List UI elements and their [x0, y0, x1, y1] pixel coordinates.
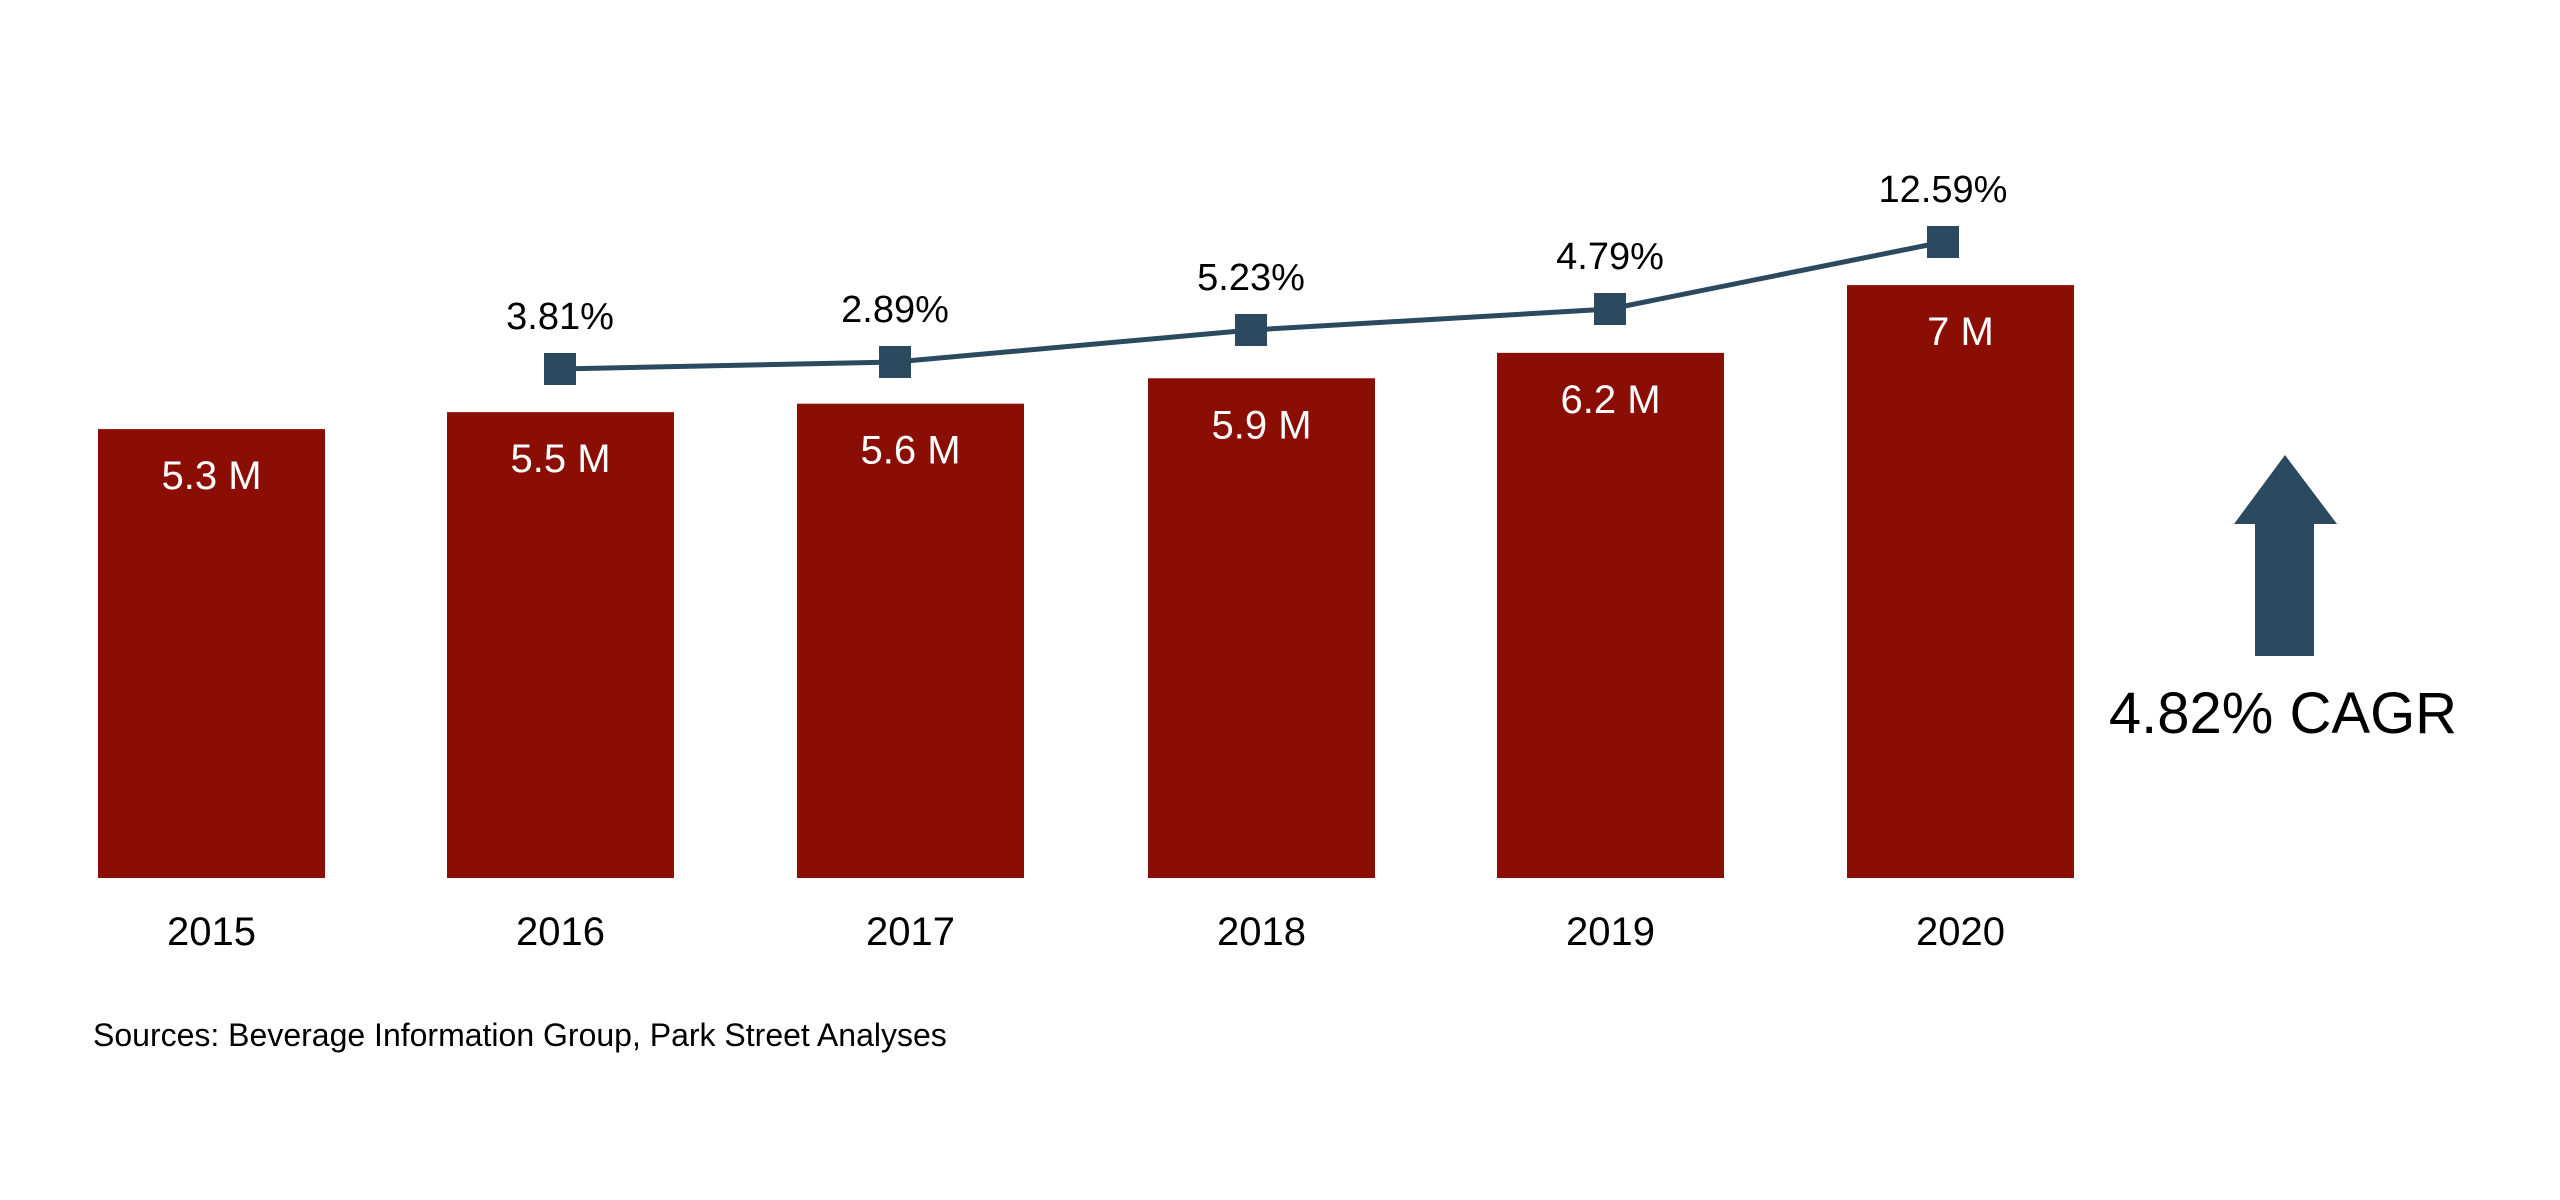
bar-label-2017: 5.6 M — [860, 429, 960, 473]
growth-marker-2020 — [1927, 226, 1959, 258]
x-tick-2019: 2019 — [1566, 910, 1655, 954]
bar-label-2016: 5.5 M — [510, 437, 610, 481]
x-tick-2015: 2015 — [167, 910, 256, 954]
x-tick-2017: 2017 — [866, 910, 955, 954]
x-tick-2018: 2018 — [1217, 910, 1306, 954]
sources-note: Sources: Beverage Information Group, Par… — [93, 1017, 947, 1053]
bar-2015 — [98, 429, 325, 878]
bar-2018 — [1148, 378, 1375, 878]
growth-label-2017: 2.89% — [841, 289, 949, 331]
bar-2017 — [797, 403, 1024, 878]
growth-marker-2016 — [544, 353, 576, 385]
growth-marker-2019 — [1594, 293, 1626, 325]
bar-label-2019: 6.2 M — [1560, 378, 1660, 422]
cagr-annotation: 4.82% CAGR — [2109, 455, 2457, 746]
x-tick-2020: 2020 — [1916, 910, 2005, 954]
growth-label-2016: 3.81% — [506, 296, 614, 338]
bar-label-2020: 7 M — [1927, 310, 1994, 354]
bar-label-2018: 5.9 M — [1211, 403, 1311, 447]
growth-label-2019: 4.79% — [1556, 236, 1664, 278]
growth-marker-2018 — [1235, 314, 1267, 346]
cagr-label: 4.82% CAGR — [2109, 681, 2457, 746]
x-tick-2016: 2016 — [516, 910, 605, 954]
bar-2020 — [1847, 285, 2074, 879]
growth-label-2018: 5.23% — [1197, 257, 1305, 299]
bar-label-2015: 5.3 M — [161, 454, 261, 498]
growth-label-2020: 12.59% — [1879, 169, 2008, 211]
up-arrow-icon — [2234, 455, 2337, 656]
bar-2019 — [1497, 352, 1724, 878]
bar-2016 — [447, 412, 674, 878]
growth-marker-2017 — [879, 346, 911, 378]
